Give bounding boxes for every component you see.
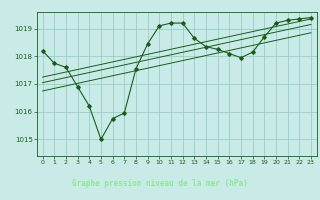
Text: Graphe pression niveau de la mer (hPa): Graphe pression niveau de la mer (hPa) (72, 179, 248, 188)
